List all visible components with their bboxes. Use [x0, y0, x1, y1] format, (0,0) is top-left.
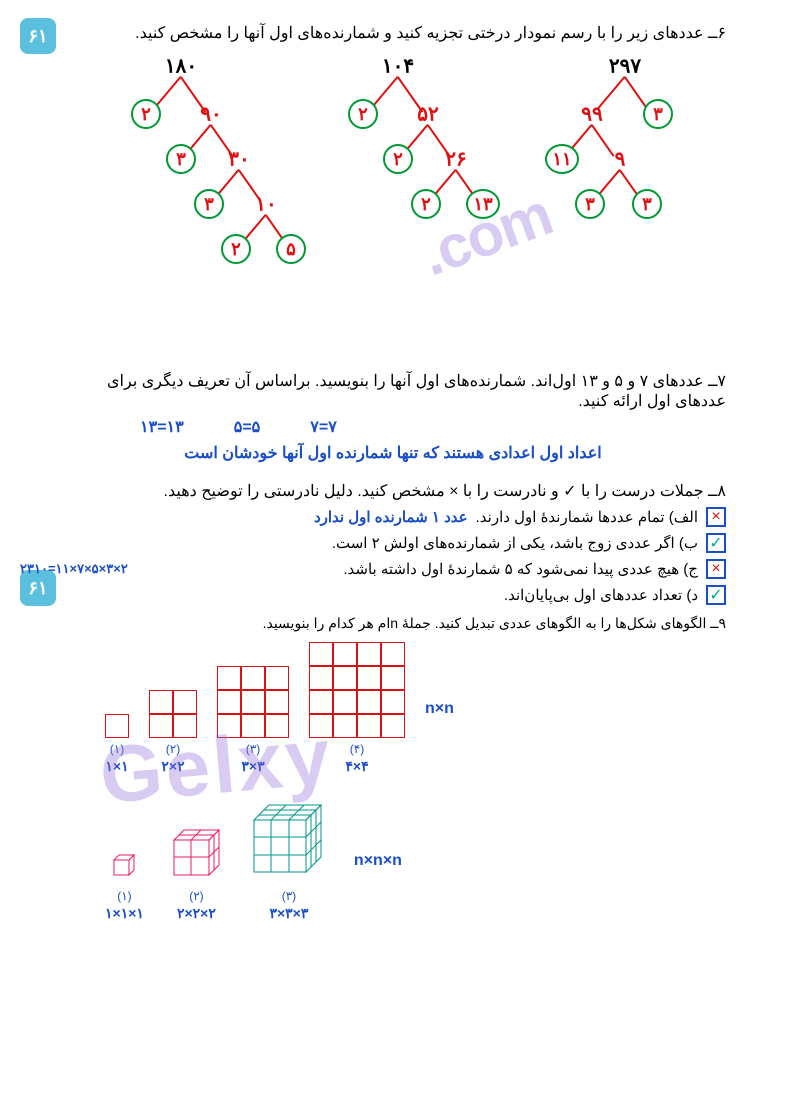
tree-180: ۱۸۰ ۲ ۹۰ ۳ ۳۰ ۳ ۱۰ ۲ ۵: [76, 51, 266, 361]
q8-choice-b: ✓ ب) اگر عددی زوج باشد، یکی از شمارنده‌ه…: [60, 533, 726, 553]
c1-num: (۱): [105, 889, 144, 903]
q7-ans-5: ۵=۵: [234, 417, 261, 437]
c2-size: ۲×۲×۲: [169, 905, 224, 922]
t3-p3: ۱۱: [545, 144, 579, 174]
t2-root: ۱۰۴: [382, 54, 414, 79]
cube-patterns: (۱) ۱×۱×۱ (۲) ۲×۲×۲: [60, 800, 726, 922]
sq3-size: ۳×۳: [217, 758, 289, 775]
tree-104: ۱۰۴ ۲ ۵۲ ۲ ۲۶ ۲ ۱۳: [298, 51, 488, 361]
cube3-svg: [249, 800, 329, 880]
question-7: ۷ــ عددهای ۷ و ۵ و ۱۳ اول‌اند. شمارنده‌ه…: [60, 371, 726, 411]
checkbox-d: ✓: [706, 585, 726, 605]
sq1-size: ۱×۱: [105, 758, 129, 775]
t2-p3: ۲: [383, 144, 413, 174]
t1-root: ۱۸۰: [165, 54, 197, 79]
sq4-size: ۴×۴: [309, 758, 405, 775]
q8a-text: الف) تمام عددها شمارندهٔ اول دارند.: [476, 508, 698, 526]
sq2-num: (۲): [149, 742, 197, 756]
question-6: ۶ــ عددهای زیر را با رسم نمودار درختی تج…: [60, 23, 726, 43]
t1-p4: ۳: [194, 189, 224, 219]
cube-2: (۲) ۲×۲×۲: [169, 825, 224, 922]
cube1-svg: [109, 850, 139, 880]
page-number-top: ۶۱: [20, 18, 56, 54]
q8c-text: ج) هیچ عددی پیدا نمی‌شود که ۵ شمارندهٔ ا…: [343, 560, 698, 578]
nxn-label: n×n: [425, 700, 454, 718]
sq3-num: (۳): [217, 742, 289, 756]
t3-n2: ۹۹: [581, 102, 602, 127]
c3-size: ۳×۳×۳: [249, 905, 329, 922]
q8b-text: ب) اگر عددی زوج باشد، یکی از شمارنده‌های…: [332, 534, 698, 552]
c2-num: (۲): [169, 889, 224, 903]
check-icon: ✓: [709, 533, 722, 553]
factor-trees: ۱۸۰ ۲ ۹۰ ۳ ۳۰ ۳ ۱۰ ۲ ۵ ۱۰۴ ۲ ۵۲ ۲ ۲۶ ۲ ۱…: [60, 51, 726, 361]
q8c-answer: ۲×۳×۵×۷×۱۱=۲۳۱۰: [20, 561, 128, 577]
q8a-answer: عدد ۱ شمارنده اول ندارد: [314, 508, 468, 526]
t1-p5a: ۲: [221, 234, 251, 264]
sq-3: (۳) ۳×۳: [217, 666, 289, 775]
sq-2: (۲) ۲×۲: [149, 690, 197, 775]
t1-n3: ۳۰: [228, 147, 249, 172]
t2-p2: ۲: [348, 99, 378, 129]
sq-1: (۱) ۱×۱: [105, 714, 129, 775]
t3-p4b: ۳: [632, 189, 662, 219]
t2-n2: ۵۲: [417, 102, 438, 127]
checkbox-c: ×: [706, 559, 726, 579]
cube-1: (۱) ۱×۱×۱: [105, 850, 144, 922]
checkbox-a: ×: [706, 507, 726, 527]
sq4-num: (۴): [309, 742, 405, 756]
sq-4: (۴) ۴×۴: [309, 642, 405, 775]
x-icon: ×: [711, 560, 720, 578]
t3-n3: ۹: [615, 147, 626, 172]
t3-root: ۲۹۷: [609, 54, 641, 79]
t2-p4a: ۲: [411, 189, 441, 219]
q7-ans-7: ۷=۷: [310, 417, 337, 437]
c3-num: (۳): [249, 889, 329, 903]
c1-size: ۱×۱×۱: [105, 905, 144, 922]
q7-ans-13: ۱۳=۱۳: [140, 417, 184, 437]
q7-answers: ۱۳=۱۳ ۵=۵ ۷=۷: [140, 417, 646, 437]
check-icon: ✓: [709, 585, 722, 605]
cube2-svg: [169, 825, 224, 880]
q8d-text: د) تعداد عددهای اول بی‌پایان‌اند.: [504, 586, 698, 604]
t1-p2: ۲: [131, 99, 161, 129]
t3-p4a: ۳: [575, 189, 605, 219]
t1-n2: ۹۰: [200, 102, 221, 127]
cube-3: (۳) ۳×۳×۳: [249, 800, 329, 922]
q7-definition: اعداد اول اعدادی هستند که تنها شمارنده ا…: [60, 443, 726, 463]
question-8: ۸ــ جملات درست را با ✓ و نادرست را با × …: [60, 481, 726, 501]
q8-choice-d: ✓ د) تعداد عددهای اول بی‌پایان‌اند.: [60, 585, 726, 605]
sq2-size: ۲×۲: [149, 758, 197, 775]
checkbox-b: ✓: [706, 533, 726, 553]
q8-choice-a: × الف) تمام عددها شمارندهٔ اول دارند. عد…: [60, 507, 726, 527]
sq1-num: (۱): [105, 742, 129, 756]
tree-297: ۲۹۷ ۹۹ ۳ ۱۱ ۹ ۳ ۳: [520, 51, 710, 361]
x-icon: ×: [711, 508, 720, 526]
nxnxn-label: n×n×n: [354, 852, 402, 870]
t2-n3: ۲۶: [445, 147, 466, 172]
square-patterns: (۱) ۱×۱ (۲) ۲×۲ (۳) ۳×۳ (۴) ۴×۴ n×n: [60, 642, 726, 775]
t2-p4b: ۱۳: [466, 189, 500, 219]
t3-p2: ۳: [643, 99, 673, 129]
q8-choice-c: × ج) هیچ عددی پیدا نمی‌شود که ۵ شمارندهٔ…: [60, 559, 726, 579]
t1-p3: ۳: [166, 144, 196, 174]
question-9: ۹ــ الگوهای شکل‌ها را به الگوهای عددی تب…: [60, 615, 726, 632]
t1-n4: ۱۰: [255, 192, 276, 217]
